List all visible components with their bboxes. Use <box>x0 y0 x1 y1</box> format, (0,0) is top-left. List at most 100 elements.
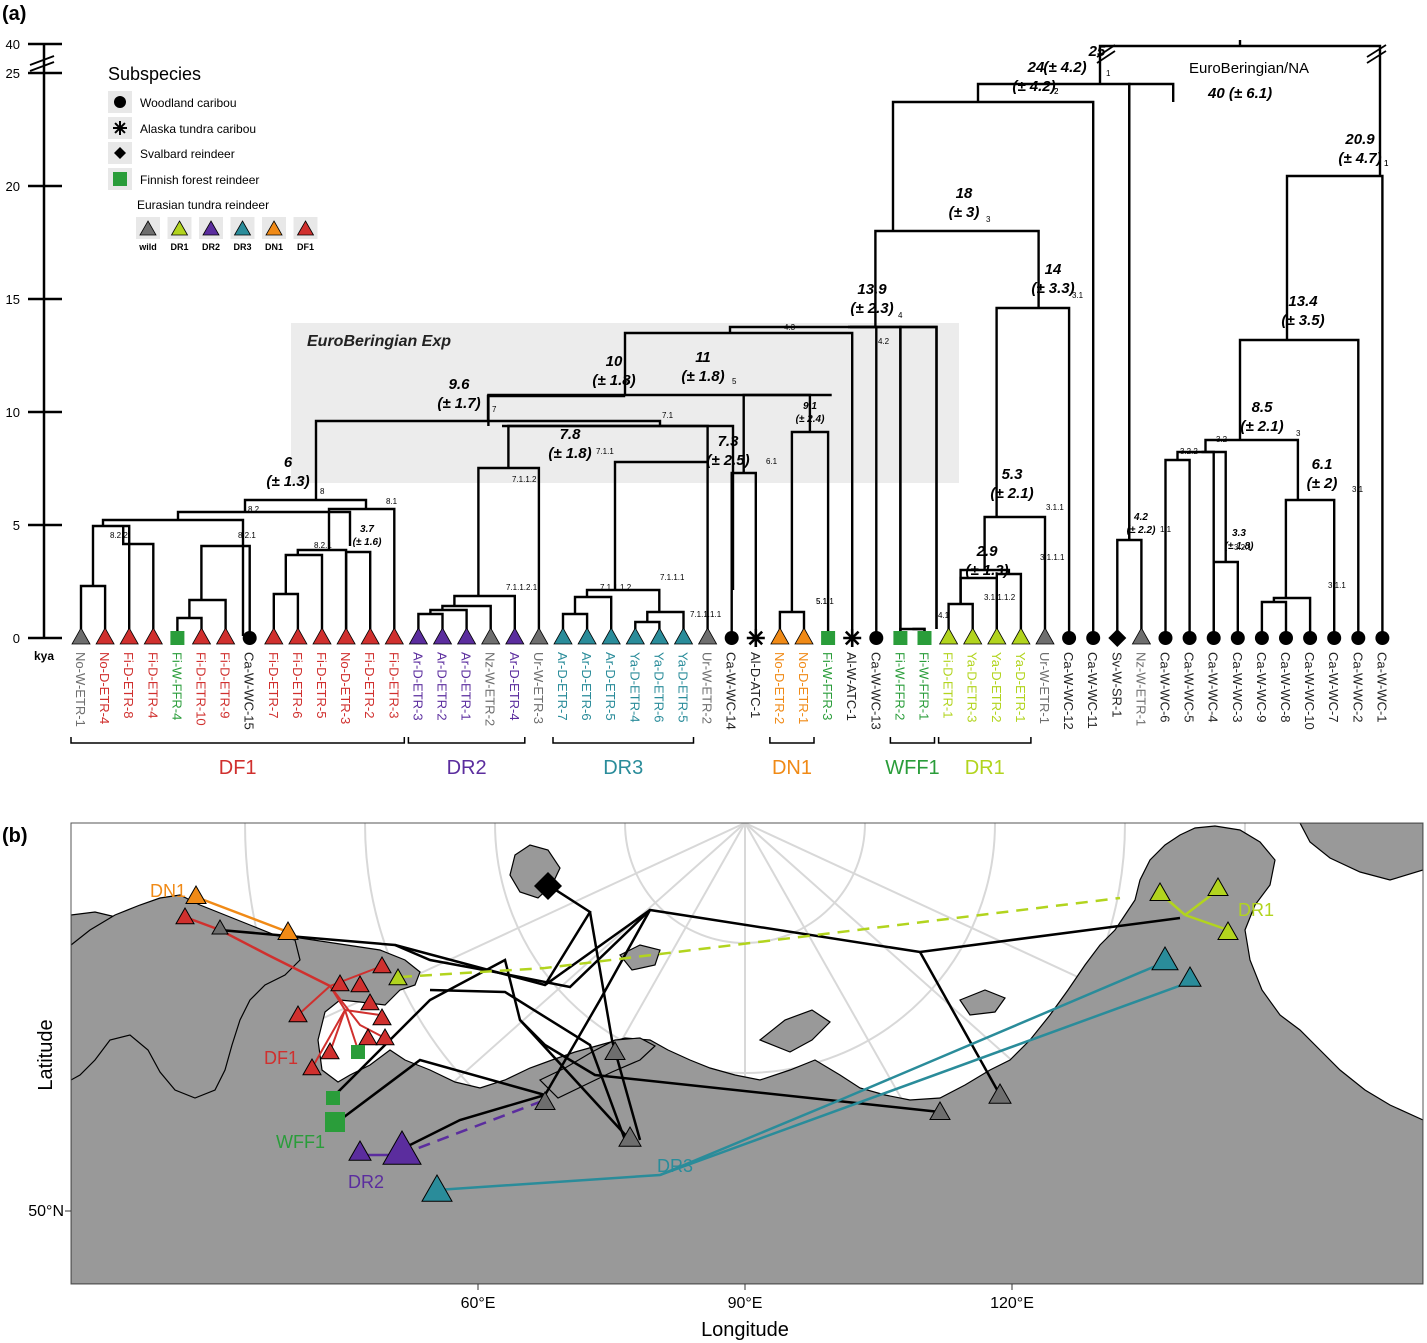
node-age: 7.8 <box>560 426 582 443</box>
legend-triangle-icon <box>139 220 157 236</box>
node-id: 3 <box>986 215 991 224</box>
dr2-marker <box>348 1139 372 1161</box>
node-id: 7.1.1.1 <box>660 573 685 582</box>
tree-node <box>891 100 1095 636</box>
node-age-ci: (± 1.8) <box>681 368 724 385</box>
clade-label: DR2 <box>447 757 487 779</box>
df1-marker <box>175 906 195 925</box>
tip-markers <box>71 627 1390 647</box>
tree-node <box>585 588 661 612</box>
tip-label: Ca-W-WC-14 <box>724 652 739 730</box>
tip-label: No-D-ETR-4 <box>97 652 112 724</box>
tree-node <box>121 526 155 636</box>
tip-label: Ar-D-ETR-6 <box>579 652 594 721</box>
clade-label: DR3 <box>603 757 643 779</box>
branch-break <box>1096 50 1116 64</box>
legend-item-label: Alaska tundra caribou <box>140 122 256 136</box>
tip-label: Ar-D-ETR-2 <box>435 652 450 721</box>
legend-item-label: wild <box>138 242 157 252</box>
map-connections <box>184 883 1229 1192</box>
tip-triangle-marker <box>987 627 1007 645</box>
tree-node <box>429 608 468 636</box>
axis-break <box>29 61 55 72</box>
node-age-ci: (± 1.3) <box>965 562 1008 579</box>
tree-node <box>1201 450 1227 562</box>
tip-label: No-D-ETR-3 <box>338 652 353 724</box>
node-age-ci: (± 2.1) <box>1240 418 1283 435</box>
node-age: 6 <box>284 454 293 471</box>
tip-triangle-marker <box>95 627 115 645</box>
dr2-marker <box>382 1129 422 1165</box>
clade-bracket <box>937 737 1032 744</box>
df1-connection-line <box>344 1009 381 1016</box>
node-id: 6 <box>626 377 631 386</box>
tip-label: Ur-W-ETR-2 <box>700 652 715 724</box>
df1-marker <box>372 1007 392 1026</box>
df1-marker <box>288 1004 308 1023</box>
axis-tick-label: 5 <box>13 518 20 533</box>
tip-label: Ca-W-WC-6 <box>1158 652 1173 723</box>
tip-label: Sv-W-SR-1 <box>1109 652 1124 717</box>
node-id: 4.1 <box>938 611 950 620</box>
axis-tick-label: 15 <box>6 292 20 307</box>
df1-connection-line <box>297 985 331 1016</box>
node-age: 11 <box>695 349 711 366</box>
df1-connection-line <box>329 1009 346 1053</box>
tip-label: Ca-W-WC-1 <box>1374 652 1389 723</box>
df1-connection-line <box>184 915 331 988</box>
node-id: 7.1.1.1.1 <box>690 610 722 619</box>
tip-triangle-marker <box>384 627 404 645</box>
clade-brackets: DF1 DR2 DR3 DN1 WFF1 DR1 <box>70 737 1032 779</box>
tip-label: Al-D-ATC-1 <box>748 652 763 718</box>
clade-bracket <box>769 737 815 744</box>
tree-node <box>1284 498 1336 636</box>
tip-label: Fi-W-FFR-2 <box>892 652 907 720</box>
tip-label: No-W-ETR-1 <box>73 652 88 727</box>
dn1-connection-line <box>195 895 289 934</box>
tip-triangle-marker <box>601 627 621 645</box>
node-id: 3.1 <box>1072 291 1084 300</box>
dr1-marker <box>1217 920 1239 940</box>
tip-square-marker <box>170 631 185 645</box>
node-age-ci: (± 2.4) <box>796 414 825 425</box>
node-age: 2.9 <box>976 543 999 560</box>
tree-node <box>91 524 131 636</box>
tip-label: Ca-W-WC-15 <box>242 652 257 730</box>
x-tick-90: 90°E <box>728 1295 763 1312</box>
tip-triangle-marker <box>673 627 694 645</box>
tip-label: Ca-W-WC-5 <box>1182 652 1197 723</box>
legend-square-icon <box>113 172 127 186</box>
map-sample-markers <box>175 872 1239 1202</box>
node-id: 4 <box>898 311 903 320</box>
node-id: 8.2 <box>248 505 260 514</box>
node-id: 3.2.1 <box>1234 543 1252 552</box>
df1-marker <box>350 974 370 993</box>
tree-node <box>441 604 492 636</box>
tip-triangle-marker <box>481 627 501 645</box>
tip-triangle-marker <box>553 627 573 645</box>
branch-break <box>1096 44 1116 58</box>
tip-triangle-marker <box>505 627 525 645</box>
legend-circle-icon <box>114 96 126 108</box>
tip-triangle-marker <box>408 627 429 645</box>
node-id: 1 <box>1106 69 1111 78</box>
tip-label: Ya-D-ETR-5 <box>676 652 691 723</box>
tip-circle-marker <box>1279 631 1293 645</box>
axis-tick-label: 25 <box>6 66 20 81</box>
tip-circle-marker <box>1375 631 1390 645</box>
svalbard-diamond-marker <box>534 872 562 900</box>
clade-label: DN1 <box>772 757 812 779</box>
time-axis: 0 5 10 15 20 25 40 kya <box>6 37 62 663</box>
axis-unit: kya <box>34 649 54 663</box>
tip-label: Ur-W-ETR-1 <box>1037 652 1052 724</box>
df1-marker <box>360 992 380 1011</box>
tip-triangle-marker <box>1035 627 1055 645</box>
legend-asterisk-icon <box>113 121 127 135</box>
node-age: 5.3 <box>1002 466 1024 483</box>
tip-triangle-marker <box>697 627 718 645</box>
tree-node <box>453 594 516 636</box>
dr3-marker <box>1151 945 1179 971</box>
node-age: 25 <box>1088 43 1106 60</box>
tree-node <box>850 325 938 629</box>
tip-label: No-D-ETR-2 <box>772 652 787 724</box>
